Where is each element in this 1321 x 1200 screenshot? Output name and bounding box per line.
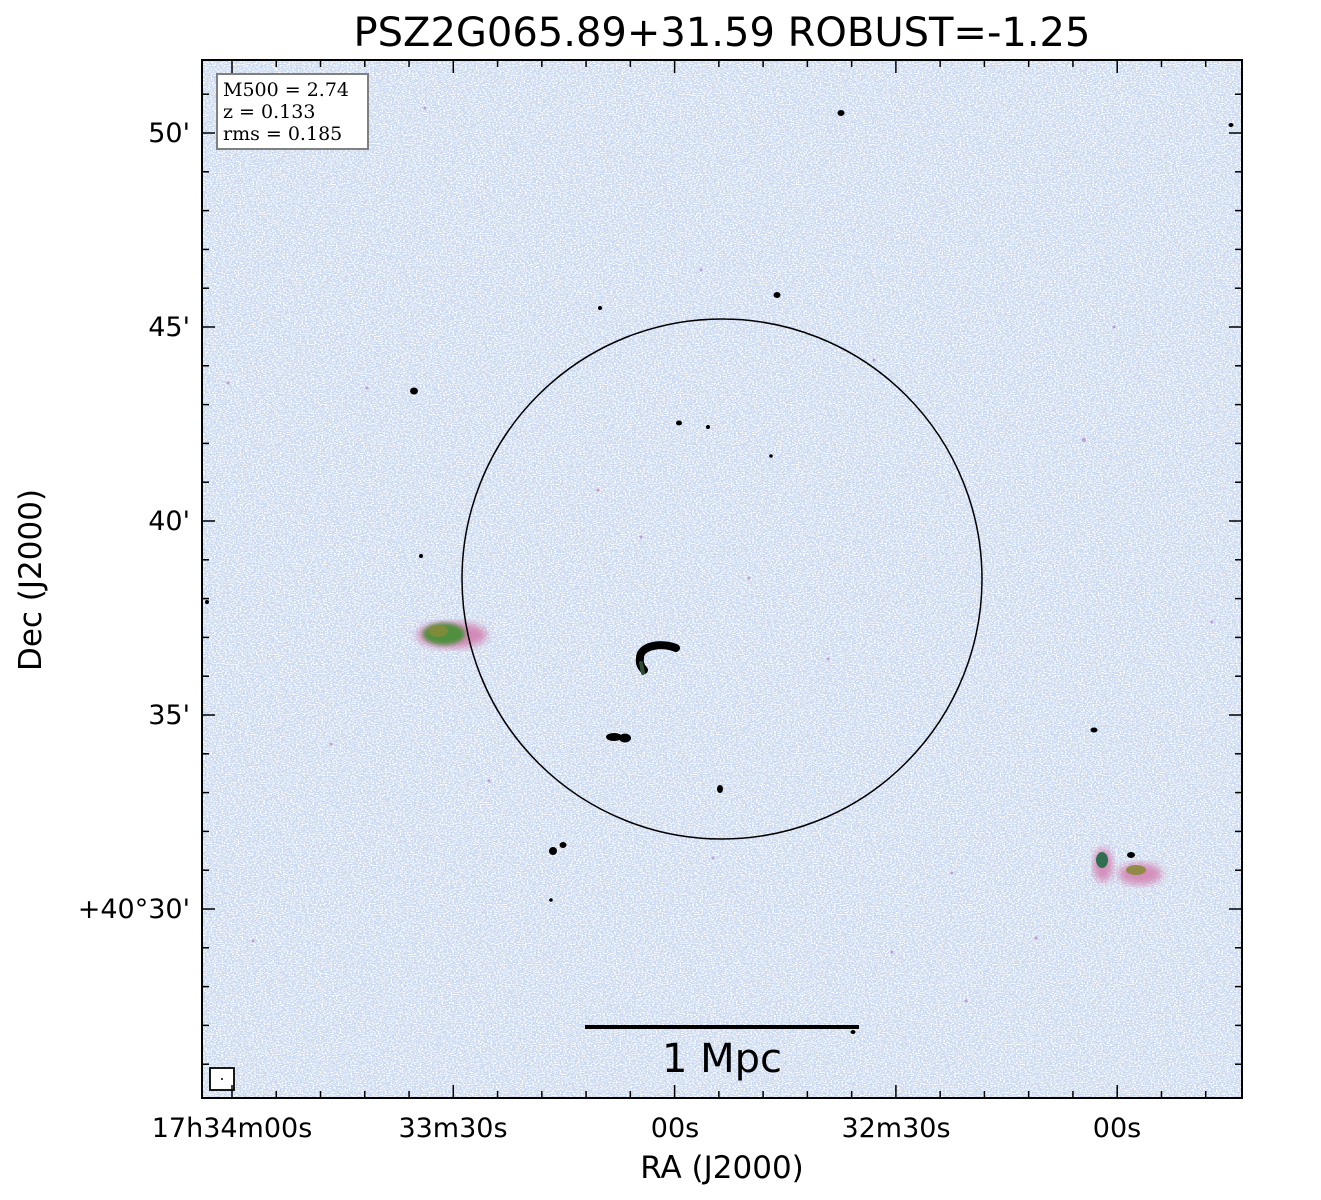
image-area: 1 Mpc <box>202 60 1242 1098</box>
info-m500: M500 = 2.74 <box>223 79 349 101</box>
x-tick-label: 33m30s <box>398 1113 507 1144</box>
faint-speckles <box>226 106 1214 1003</box>
x-tick-label: 00s <box>651 1113 699 1144</box>
y-tick-label: 35' <box>148 700 190 731</box>
bent-tail-source <box>635 641 680 675</box>
scale-bar-label: 1 Mpc <box>662 1036 782 1082</box>
pair-source-southwest <box>549 842 567 855</box>
y-axis-label: Dec (J2000) <box>13 489 49 671</box>
plot-title: PSZ2G065.89+31.59 ROBUST=-1.25 <box>354 10 1091 56</box>
axis-ticks <box>202 60 1242 1098</box>
beam-indicator <box>209 1067 235 1091</box>
r500-circle <box>461 318 983 840</box>
extended-source-east <box>1093 848 1162 885</box>
y-tick-label: 45' <box>148 312 190 343</box>
y-tick-label: +40°30' <box>78 894 190 925</box>
info-redshift: z = 0.133 <box>223 101 315 123</box>
noise-field <box>202 60 1242 1098</box>
info-rms: rms = 0.185 <box>223 123 342 145</box>
y-tick-labels: 50' 45' 40' 35' +40°30' <box>78 118 190 925</box>
double-source-south <box>606 733 631 743</box>
y-tick-label: 50' <box>148 118 190 149</box>
point-sources <box>205 110 1234 1034</box>
y-tick-label: 40' <box>148 506 190 537</box>
x-tick-label: 32m30s <box>841 1113 950 1144</box>
x-tick-label: 00s <box>1093 1113 1141 1144</box>
x-axis-label: RA (J2000) <box>640 1150 804 1186</box>
extended-source-west <box>417 622 487 648</box>
plot-frame <box>201 59 1243 1099</box>
x-tick-labels: 17h34m00s 33m30s 00s 32m30s 00s <box>152 1113 1142 1144</box>
info-box: M500 = 2.74 z = 0.133 rms = 0.185 <box>216 73 369 150</box>
x-tick-label: 17h34m00s <box>152 1113 313 1144</box>
